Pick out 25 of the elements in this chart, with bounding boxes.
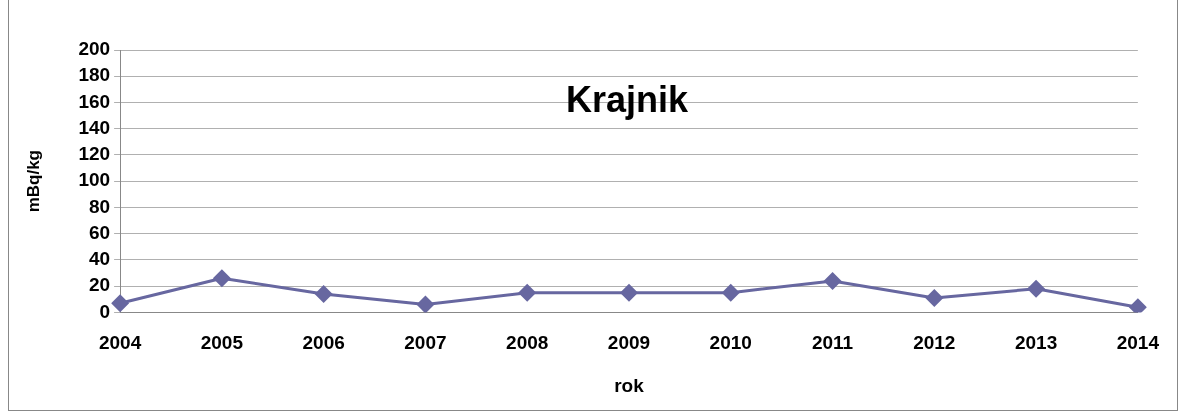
- y-tick-label: 0: [99, 300, 111, 322]
- x-tick-label: 2004: [98, 332, 142, 354]
- y-tick-label: 40: [88, 248, 111, 270]
- y-tick-label: 20: [88, 274, 111, 296]
- y-tick-label: 100: [78, 169, 111, 191]
- y-tick-label: 80: [88, 195, 111, 217]
- y-tick-label: 60: [88, 221, 111, 243]
- text: Krajnik: [565, 78, 689, 120]
- x-axis-title: rok: [614, 374, 645, 396]
- x-tick-label: 2011: [811, 332, 854, 354]
- x-tick-label: 2010: [709, 332, 752, 354]
- y-tick-label: 160: [78, 90, 111, 112]
- x-tick-label: 2008: [506, 332, 549, 354]
- x-tick-label: 2013: [1014, 332, 1058, 354]
- x-tick-label: 2006: [302, 332, 345, 354]
- x-tick-label: 2012: [913, 332, 956, 354]
- y-tick-label: 120: [78, 143, 111, 165]
- x-tick-label: 2014: [1116, 332, 1160, 354]
- x-tick-label: 2007: [404, 332, 447, 354]
- y-axis-title: mBq/kg: [23, 150, 43, 213]
- x-tick-label: 2005: [200, 332, 244, 354]
- y-tick-label: 140: [78, 116, 111, 138]
- y-tick-label: 180: [78, 64, 111, 86]
- x-tick-label: 2009: [607, 332, 651, 354]
- y-tick-label: 200: [78, 38, 111, 60]
